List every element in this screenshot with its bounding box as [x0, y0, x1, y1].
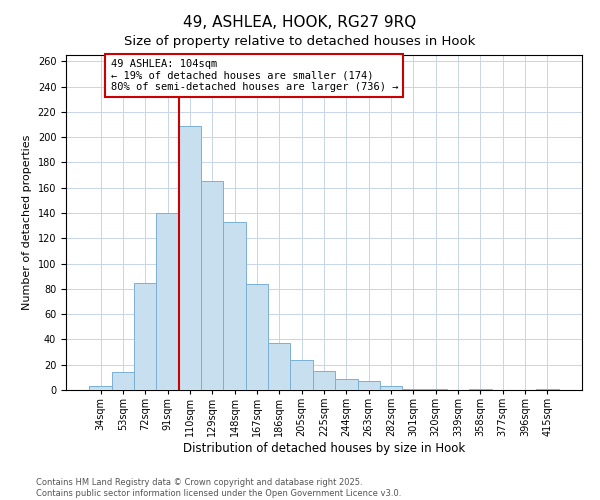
Bar: [358, 381, 380, 390]
X-axis label: Distribution of detached houses by size in Hook: Distribution of detached houses by size …: [183, 442, 465, 455]
Text: 49 ASHLEA: 104sqm
← 19% of detached houses are smaller (174)
80% of semi-detache: 49 ASHLEA: 104sqm ← 19% of detached hous…: [110, 59, 398, 92]
Bar: [112, 372, 134, 390]
Bar: [268, 343, 290, 390]
Bar: [157, 213, 179, 390]
Bar: [134, 282, 157, 390]
Bar: [313, 371, 335, 390]
Bar: [223, 222, 246, 390]
Bar: [89, 386, 112, 390]
Text: Size of property relative to detached houses in Hook: Size of property relative to detached ho…: [124, 35, 476, 48]
Y-axis label: Number of detached properties: Number of detached properties: [22, 135, 32, 310]
Bar: [179, 126, 201, 390]
Bar: [335, 378, 358, 390]
Bar: [536, 388, 559, 390]
Text: Contains HM Land Registry data © Crown copyright and database right 2025.
Contai: Contains HM Land Registry data © Crown c…: [36, 478, 401, 498]
Bar: [402, 388, 425, 390]
Bar: [380, 386, 402, 390]
Bar: [201, 182, 223, 390]
Bar: [425, 388, 447, 390]
Bar: [246, 284, 268, 390]
Text: 49, ASHLEA, HOOK, RG27 9RQ: 49, ASHLEA, HOOK, RG27 9RQ: [184, 15, 416, 30]
Bar: [469, 388, 491, 390]
Bar: [290, 360, 313, 390]
